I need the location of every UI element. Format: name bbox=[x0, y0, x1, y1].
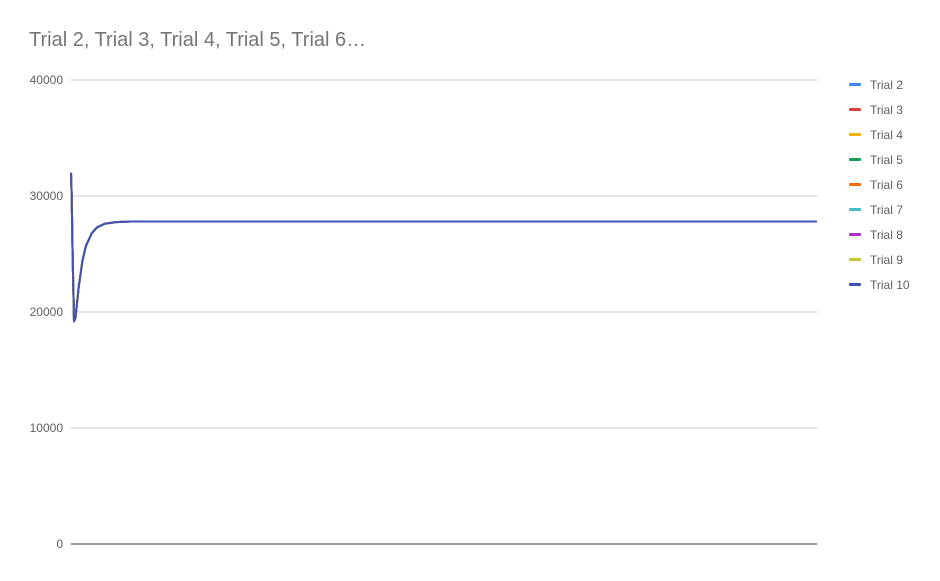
legend-label: Trial 10 bbox=[870, 277, 910, 292]
legend-item: Trial 7 bbox=[849, 197, 910, 222]
legend-swatch bbox=[849, 208, 861, 211]
series-line-trial-6 bbox=[70, 172, 817, 323]
series-line-trial-10 bbox=[70, 172, 817, 323]
legend-label: Trial 6 bbox=[870, 177, 903, 192]
legend-swatch bbox=[849, 133, 861, 136]
legend-item: Trial 2 bbox=[849, 72, 910, 97]
y-tick-label: 10000 bbox=[30, 421, 64, 435]
chart-title: Trial 2, Trial 3, Trial 4, Trial 5, Tria… bbox=[29, 29, 367, 51]
legend-label: Trial 4 bbox=[870, 127, 903, 142]
legend-label: Trial 9 bbox=[870, 252, 903, 267]
legend-label: Trial 2 bbox=[870, 77, 903, 92]
legend-swatch bbox=[849, 158, 861, 161]
series-line-trial-9 bbox=[70, 172, 817, 323]
series-line-trial-7 bbox=[70, 172, 817, 323]
legend-item: Trial 9 bbox=[849, 247, 910, 272]
y-tick-label: 30000 bbox=[30, 189, 64, 203]
series-lines bbox=[70, 172, 817, 323]
series-line-trial-2 bbox=[70, 172, 817, 323]
gridlines bbox=[71, 79, 817, 429]
legend-item: Trial 6 bbox=[849, 172, 910, 197]
series-line-trial-3 bbox=[70, 172, 817, 323]
series-line-trial-8 bbox=[70, 172, 817, 323]
y-tick-label: 0 bbox=[56, 537, 63, 551]
y-tick-label: 40000 bbox=[30, 73, 64, 87]
series-line-trial-5 bbox=[70, 172, 817, 323]
series-line-trial-4 bbox=[70, 172, 817, 323]
legend-item: Trial 10 bbox=[849, 272, 910, 297]
y-tick-label: 20000 bbox=[30, 305, 64, 319]
legend-label: Trial 7 bbox=[870, 202, 903, 217]
legend-item: Trial 8 bbox=[849, 222, 910, 247]
legend-swatch bbox=[849, 83, 861, 86]
legend-label: Trial 8 bbox=[870, 227, 903, 242]
legend-swatch bbox=[849, 233, 861, 236]
legend: Trial 2 Trial 3 Trial 4 Trial 5 Trial 6 Trial… bbox=[849, 72, 910, 297]
legend-item: Trial 3 bbox=[849, 97, 910, 122]
legend-item: Trial 5 bbox=[849, 147, 910, 172]
legend-swatch bbox=[849, 183, 861, 186]
y-axis-tick-labels: 0 10000 20000 30000 40000 bbox=[30, 73, 64, 551]
legend-swatch bbox=[849, 258, 861, 261]
legend-label: Trial 3 bbox=[870, 102, 903, 117]
legend-label: Trial 5 bbox=[870, 152, 903, 167]
legend-item: Trial 4 bbox=[849, 122, 910, 147]
legend-swatch bbox=[849, 283, 861, 286]
legend-swatch bbox=[849, 108, 861, 111]
